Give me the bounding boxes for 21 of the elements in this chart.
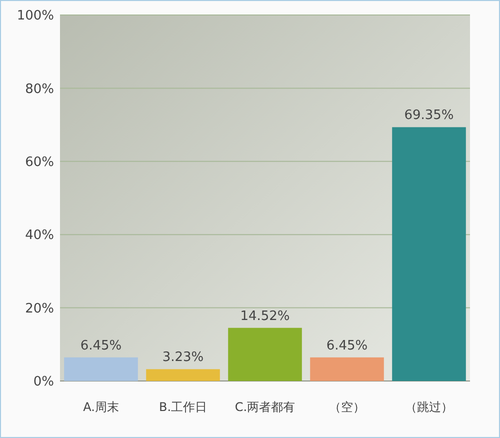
data-label: 14.52%: [240, 308, 290, 324]
data-label: 69.35%: [404, 108, 454, 124]
x-tick-label: C.两者都有: [234, 400, 296, 414]
x-tick-label: （空）: [329, 400, 365, 414]
x-tick-label: A.周末: [83, 400, 119, 414]
data-label: 3.23%: [162, 350, 204, 366]
bar: [146, 369, 220, 381]
y-tick-label: 60%: [25, 154, 54, 170]
y-tick-label: 80%: [25, 82, 54, 97]
bar: [64, 357, 138, 381]
x-tick-label: B.工作日: [158, 400, 208, 414]
y-tick-label: 100%: [16, 8, 54, 24]
y-tick-label: 0%: [33, 374, 54, 390]
x-tick-label: （跳过）: [405, 400, 453, 414]
bar: [310, 357, 384, 381]
data-label: 6.45%: [326, 338, 368, 354]
y-tick-label: 20%: [25, 301, 54, 316]
bar: [228, 328, 302, 381]
data-label: 6.45%: [80, 338, 122, 354]
y-tick-label: 40%: [25, 228, 54, 244]
bar: [392, 127, 466, 381]
